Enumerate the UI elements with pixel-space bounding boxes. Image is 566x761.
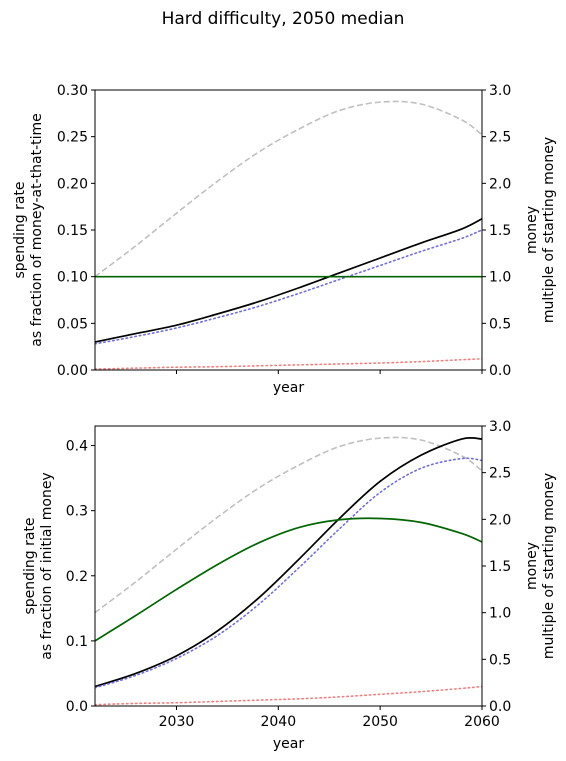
series-line-3 (95, 517, 482, 642)
y2-tick-label: 1.5 (489, 223, 511, 239)
series-line-2 (95, 229, 482, 345)
y2-tick-label: 2.0 (489, 176, 511, 192)
y2-axis-label: moneymultiple of starting money (524, 137, 557, 323)
y2-tick-label: 1.5 (489, 559, 511, 575)
series-line-1 (95, 436, 482, 688)
y-axis-label: spending rateas fraction of initial mone… (22, 472, 55, 659)
chart-bottom: 2030 2040 2050 2060 year 0.0 0.1 0.2 0.3 0.4 0.0 0.… (22, 419, 557, 752)
series-line-1 (95, 218, 482, 343)
y-axis-label: spending rateas fraction of money-at-tha… (12, 113, 45, 347)
chart-top: year 0.00 0.05 0.10 0.15 0.20 0.25 0.30 0.0 0.5 1.… (12, 83, 557, 396)
series-line-4 (95, 358, 482, 370)
x-tick-label: 2040 (260, 714, 296, 730)
y-tick-label: 0.2 (66, 569, 88, 585)
plot-frame (94, 425, 483, 707)
y2-tick-label: 1.0 (489, 270, 511, 286)
x-tick-label: 2030 (159, 714, 195, 730)
x-axis-label: year (273, 736, 304, 752)
y2-axis-label: moneymultiple of starting money (524, 473, 557, 659)
plot-frame (94, 89, 483, 371)
x-tick-label: 2050 (362, 714, 398, 730)
y2-tick-label: 2.0 (489, 512, 511, 528)
y-tick-label: 0.3 (66, 504, 88, 520)
y-tick-label: 0.00 (57, 363, 88, 379)
figure-title: Hard difficulty, 2050 median (162, 9, 405, 29)
y-tick-label: 0.05 (57, 316, 88, 332)
y-tick-label: 0.15 (57, 223, 88, 239)
series-lines (95, 100, 482, 370)
y-tick-label: 0.4 (66, 439, 88, 455)
y2-tick-label: 0.0 (489, 699, 511, 715)
series-line-0 (95, 100, 482, 278)
y-tick-label: 0.20 (57, 176, 88, 192)
y-tick-label: 0.25 (57, 130, 88, 146)
y2-tick-label: 2.5 (489, 130, 511, 146)
series-lines (95, 436, 482, 706)
y2-tick-label: 0.5 (489, 316, 511, 332)
series-line-0 (95, 436, 482, 614)
y2-tick-label: 2.5 (489, 466, 511, 482)
y2-tick-label: 1.0 (489, 606, 511, 622)
y2-tick-label: 0.5 (489, 652, 511, 668)
series-line-2 (95, 457, 482, 689)
x-tick-label: 2060 (464, 714, 500, 730)
y-tick-label: 0.30 (57, 83, 88, 99)
y-tick-label: 0.1 (66, 634, 88, 650)
y2-tick-label: 3.0 (489, 419, 511, 435)
y2-tick-label: 3.0 (489, 83, 511, 99)
y2-tick-label: 0.0 (489, 363, 511, 379)
y-tick-label: 0.10 (57, 270, 88, 286)
y-tick-label: 0.0 (66, 699, 88, 715)
x-axis-label: year (273, 380, 304, 396)
series-line-4 (95, 685, 482, 706)
